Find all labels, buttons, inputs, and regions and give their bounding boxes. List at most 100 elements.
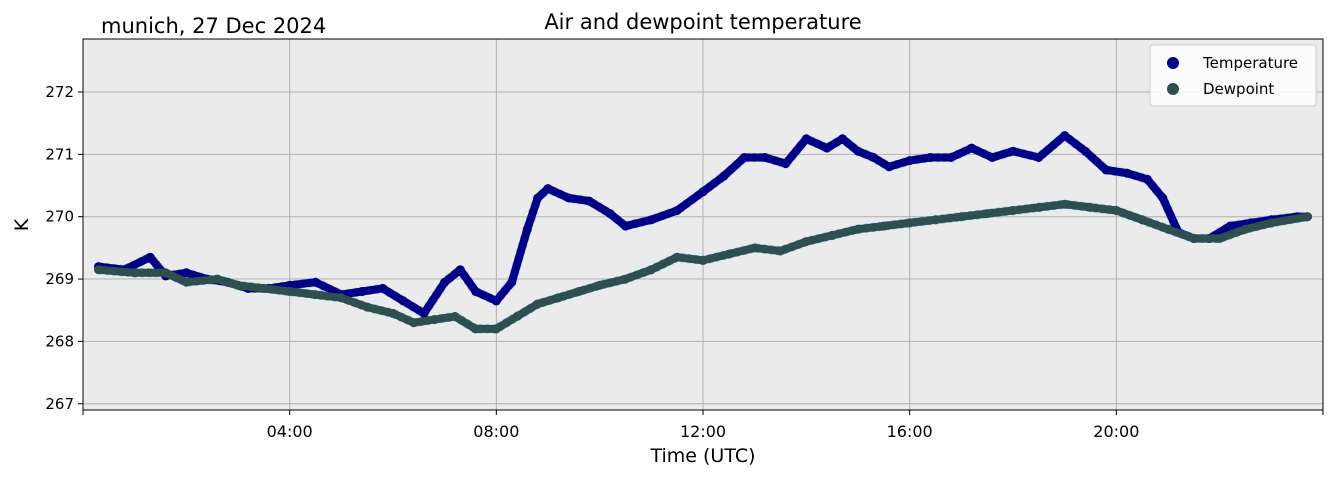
temperature-point [1158,193,1168,203]
temperature-point [801,134,811,144]
dewpoint-point [646,265,656,275]
dewpoint-point [698,255,708,265]
dewpoint-point [1215,234,1225,243]
dewpoint-point [982,209,992,219]
x-axis-label: Time (UTC) [649,445,755,467]
x-tick-label: 04:00 [267,422,313,441]
dewpoint-point [1060,199,1070,209]
temperature-point [419,308,429,318]
dewpoint-point [1034,202,1044,212]
temperature-point [1101,165,1111,175]
temperature-point [925,153,935,162]
dewpoint-point [1008,206,1018,215]
y-tick-label: 269 [45,270,74,288]
y-tick-label: 271 [45,145,74,163]
dewpoint-point [512,312,522,321]
legend-marker-temperature [1167,57,1179,69]
temperature-point [455,265,465,275]
temperature-point [822,143,832,153]
temperature-point [869,153,878,162]
dewpoint-point [827,230,837,240]
temperature-point [440,277,450,287]
dewpoint-point [595,280,605,290]
dewpoint-point [750,243,760,253]
dewpoint-point [161,268,171,278]
temperature-point [719,171,729,181]
temperature-point [605,209,615,219]
temperature-point [698,187,708,197]
temperature-point [946,153,956,162]
dewpoint-point [776,246,785,256]
dewpoint-point [362,302,372,312]
temperature-point [1060,131,1070,141]
dewpoint-point [409,318,419,328]
legend-box [1149,44,1317,107]
dewpoint-point [491,324,501,334]
dewpoint-point [181,277,191,287]
dewpoint-point [336,293,346,303]
temperature-point [621,221,630,231]
y-tick-label: 267 [45,395,74,413]
chart-subtitle: munich, 27 Dec 2024 [101,14,326,38]
legend-label-temperature: Temperature [1202,54,1298,72]
temperature-point [543,184,553,194]
temperature-point [905,156,915,166]
dewpoint-point [1086,202,1095,212]
dewpoint-point [724,249,734,259]
dewpoint-point [259,283,269,293]
legend-marker-dewpoint [1167,83,1179,95]
dewpoint-point [1137,215,1147,225]
dewpoint-point [1163,224,1173,234]
temperature-point [533,193,543,203]
temperature-point [1080,146,1090,156]
temperature-point [987,153,997,162]
temperature-point [471,287,481,296]
temperature-point [507,277,517,287]
dewpoint-point [233,280,243,290]
temperature-point [672,206,682,215]
legend: Temperature Dewpoint [1149,44,1317,107]
temperature-point [181,268,191,278]
temperature-point [853,146,863,156]
temperature-point [145,252,155,262]
dewpoint-point [1303,212,1312,222]
dewpoint-point [533,299,543,309]
dewpoint-point [130,268,140,278]
dewpoint-point [429,315,439,325]
dewpoint-point [1189,234,1199,243]
temperature-point [838,134,847,144]
legend-label-dewpoint: Dewpoint [1203,80,1274,98]
dewpoint-point [672,252,682,262]
dewpoint-point [1266,218,1276,228]
series-layer [94,131,1312,334]
dewpoint-point [388,308,398,318]
temperature-point [781,159,791,169]
x-tick-label: 16:00 [887,422,933,441]
x-axis-ticks: 04:00 08:00 12:00 16:00 20:00 [82,410,1324,441]
dewpoint-point [853,224,863,234]
y-tick-label: 270 [45,208,74,226]
y-tick-label: 268 [45,332,74,350]
temperature-point [646,215,656,225]
temperature-point [584,196,594,206]
x-tick-label: 08:00 [473,422,519,441]
y-axis-label: K [11,218,33,231]
temperature-point [564,193,574,203]
temperature-point [378,283,388,293]
dewpoint-point [574,287,584,296]
dewpoint-point [450,312,460,321]
dewpoint-point [212,274,222,284]
grid [83,39,1323,410]
dewpoint-point [956,212,966,222]
temperature-point [398,296,408,306]
dewpoint-point [1241,224,1250,234]
dewpoint-point [94,265,103,275]
dewpoint-point [553,293,563,303]
temperature-point [1008,146,1018,156]
dewpoint-point [931,215,940,225]
dewpoint-point [285,287,295,296]
temperature-point [884,162,894,172]
dewpoint-point [1111,206,1121,215]
dewpoint-point [311,290,320,300]
